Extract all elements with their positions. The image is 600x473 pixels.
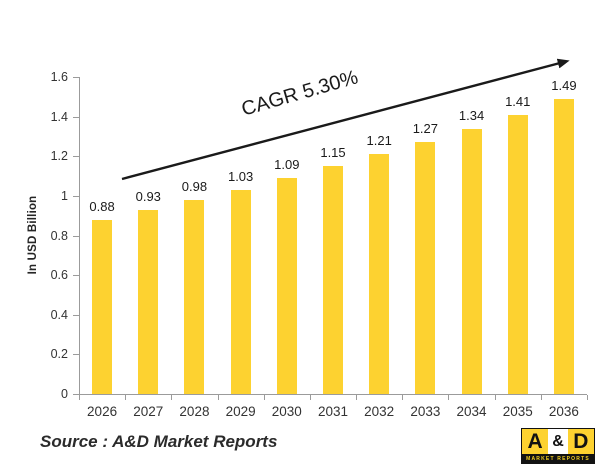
y-axis-line [79, 77, 80, 395]
bar-2035 [507, 114, 528, 394]
x-tick-label: 2031 [317, 404, 349, 419]
bar-2033 [415, 142, 436, 394]
brand-logo: A & D MARKET REPORTS [521, 428, 595, 464]
y-tick-mark [73, 394, 79, 395]
x-tick-label: 2032 [364, 404, 395, 419]
bar-value-label: 0.93 [135, 188, 161, 204]
x-axis-line [79, 394, 587, 395]
cagr-annotation: CAGR 5.30% [239, 66, 361, 121]
bar-2027 [138, 209, 159, 394]
bar-2029 [230, 189, 251, 394]
bar-2026 [92, 219, 113, 394]
bar-value-label: 1.15 [320, 145, 346, 161]
y-tick-mark [73, 77, 79, 78]
bar-value-label: 0.88 [89, 198, 115, 214]
y-tick-label: 0.2 [50, 347, 68, 362]
x-tick-mark [402, 395, 404, 400]
y-tick-mark [73, 275, 79, 277]
bar-value-label: 1.09 [274, 157, 300, 173]
bar-2028 [184, 199, 205, 394]
y-tick-mark [73, 354, 79, 356]
y-tick-label: 1.4 [50, 109, 68, 124]
logo-subtitle: MARKET REPORTS [521, 455, 595, 464]
logo-ampersand: & [548, 429, 568, 454]
x-tick-mark [217, 395, 219, 400]
x-tick-mark [309, 395, 311, 400]
y-tick-label: 0 [61, 387, 68, 401]
x-tick-label: 2029 [225, 404, 256, 419]
bar-2030 [276, 178, 297, 394]
y-tick-mark [73, 116, 79, 118]
x-tick-label: 2028 [179, 404, 210, 419]
x-tick-label: 2026 [87, 404, 118, 419]
bar-value-label: 1.03 [227, 168, 254, 184]
x-tick-mark [448, 395, 450, 400]
bar-value-label: 1.49 [551, 77, 577, 93]
brand-logo-letters: A & D [521, 428, 595, 455]
bar-2031 [323, 166, 343, 394]
bar-value-label: 1.27 [412, 121, 439, 137]
y-tick-mark [73, 195, 79, 197]
bar-value-label: 1.21 [366, 133, 392, 149]
y-tick-mark [73, 156, 79, 158]
source-note: Source : A&D Market Reports [40, 432, 278, 451]
x-tick-mark [587, 395, 588, 400]
bar-2034 [461, 128, 482, 394]
bar-2036 [553, 98, 574, 394]
y-tick-mark [73, 235, 79, 237]
x-tick-mark [79, 395, 80, 400]
y-tick-mark [73, 314, 79, 316]
x-tick-mark [494, 395, 496, 400]
x-tick-mark [356, 395, 358, 400]
bar-value-label: 1.41 [505, 93, 531, 109]
bar-value-label: 1.34 [458, 107, 485, 123]
y-tick-label: 0.4 [50, 307, 68, 322]
y-tick-label: 1 [61, 188, 68, 203]
x-tick-mark [171, 395, 173, 400]
bar-2032 [369, 154, 390, 394]
x-tick-label: 2036 [548, 404, 579, 419]
x-tick-label: 2033 [410, 404, 441, 419]
x-tick-label: 2034 [456, 404, 487, 419]
y-tick-label: 1.2 [50, 149, 68, 164]
x-tick-mark [263, 395, 265, 400]
y-tick-label: 1.6 [50, 70, 68, 84]
y-tick-label: 0.6 [50, 268, 68, 283]
bar-value-label: 0.98 [181, 178, 208, 194]
x-tick-mark [125, 395, 127, 400]
logo-letter-a: A [522, 429, 549, 454]
x-tick-label: 2027 [133, 404, 164, 419]
x-tick-label: 2030 [271, 404, 302, 419]
x-tick-mark [540, 395, 542, 400]
logo-letter-d: D [567, 429, 594, 454]
x-tick-label: 2035 [502, 404, 533, 419]
y-tick-label: 0.8 [50, 228, 68, 243]
